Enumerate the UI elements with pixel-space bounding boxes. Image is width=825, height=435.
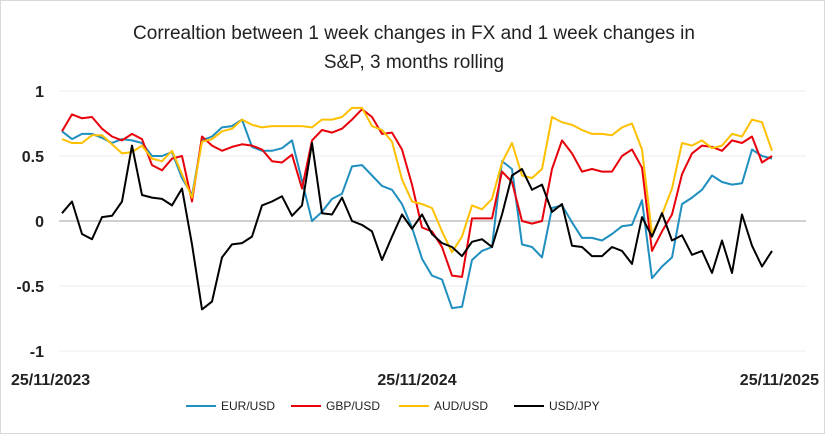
chart-title-line-2: S&P, 3 months rolling bbox=[324, 52, 504, 73]
legend-label: USD/JPY bbox=[549, 399, 600, 413]
series-line-gbp-usd bbox=[61, 108, 773, 278]
x-tick-label: 25/11/2025 bbox=[740, 372, 819, 389]
legend-item: GBP/USD bbox=[291, 399, 380, 413]
legend-label: AUD/USD bbox=[434, 399, 488, 413]
series-line-eur-usd bbox=[61, 118, 773, 310]
series-line-aud-usd bbox=[61, 106, 773, 254]
series-line-usd-jpy bbox=[61, 142, 773, 311]
y-tick-label: 0.5 bbox=[22, 149, 44, 166]
chart-title-line-1: Correaltion between 1 week changes in FX… bbox=[133, 23, 695, 44]
gridlines bbox=[59, 90, 806, 352]
y-axis-ticks: 1 0.5 0 -0.5 -1 bbox=[16, 84, 44, 361]
y-tick-label: -1 bbox=[30, 344, 44, 361]
legend-label: EUR/USD bbox=[221, 399, 275, 413]
legend-item: AUD/USD bbox=[399, 399, 488, 413]
legend-item: EUR/USD bbox=[186, 399, 275, 413]
legend-item: USD/JPY bbox=[514, 399, 600, 413]
x-tick-label: 25/11/2023 bbox=[11, 372, 90, 389]
legend: EUR/USD GBP/USD AUD/USD USD/JPY bbox=[186, 399, 600, 413]
y-tick-label: -0.5 bbox=[16, 279, 44, 296]
y-tick-label: 0 bbox=[35, 214, 44, 231]
y-tick-label: 1 bbox=[35, 84, 44, 101]
legend-label: GBP/USD bbox=[326, 399, 380, 413]
x-tick-label: 25/11/2024 bbox=[377, 372, 456, 389]
series-lines bbox=[61, 106, 773, 311]
